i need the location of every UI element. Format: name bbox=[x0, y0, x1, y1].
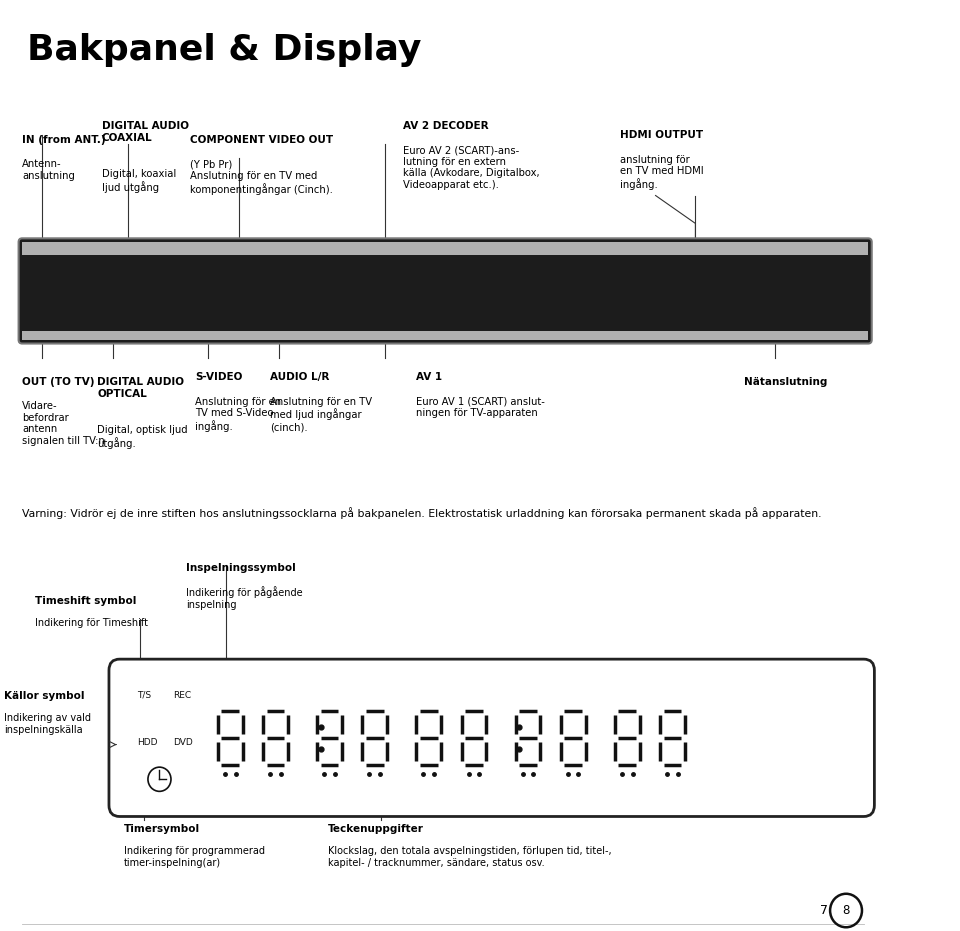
Text: Anslutning för en
TV med S-Video
ingång.: Anslutning för en TV med S-Video ingång. bbox=[195, 397, 281, 432]
Text: HDMI OUTPUT: HDMI OUTPUT bbox=[620, 130, 704, 141]
Text: REC: REC bbox=[173, 691, 191, 700]
FancyBboxPatch shape bbox=[109, 659, 875, 816]
Text: OUT (TO TV): OUT (TO TV) bbox=[22, 377, 95, 387]
Text: Digital, koaxial
ljud utgång: Digital, koaxial ljud utgång bbox=[102, 169, 176, 194]
Text: S-VIDEO: S-VIDEO bbox=[195, 372, 242, 383]
Text: Euro AV 2 (SCART)-ans-
lutning för en extern
källa (Avkodare, Digitalbox,
Videoa: Euro AV 2 (SCART)-ans- lutning för en ex… bbox=[403, 145, 540, 190]
Text: Timersymbol: Timersymbol bbox=[124, 824, 200, 834]
Text: Nätanslutning: Nätanslutning bbox=[744, 377, 828, 387]
Text: 8: 8 bbox=[842, 904, 850, 917]
Text: Anslutning för en TV
med ljud ingångar
(cinch).: Anslutning för en TV med ljud ingångar (… bbox=[270, 397, 372, 432]
Text: AV 2 DECODER: AV 2 DECODER bbox=[403, 121, 489, 131]
Text: Antenn-
anslutning: Antenn- anslutning bbox=[22, 159, 75, 181]
Text: COMPONENT VIDEO OUT: COMPONENT VIDEO OUT bbox=[190, 135, 333, 145]
Text: Indikering av vald
inspelningskälla: Indikering av vald inspelningskälla bbox=[5, 713, 91, 735]
Text: 7: 7 bbox=[820, 904, 828, 917]
Text: (Y Pb Pr)
Anslutning för en TV med
komponentingångar (Cinch).: (Y Pb Pr) Anslutning för en TV med kompo… bbox=[190, 159, 333, 195]
Text: Digital, optisk ljud
utgång.: Digital, optisk ljud utgång. bbox=[98, 425, 188, 450]
Text: DIGITAL AUDIO
COAXIAL: DIGITAL AUDIO COAXIAL bbox=[102, 121, 189, 142]
Text: anslutning för
en TV med HDMI
ingång.: anslutning för en TV med HDMI ingång. bbox=[620, 155, 704, 190]
Text: Indikering för Timeshift: Indikering för Timeshift bbox=[36, 618, 149, 628]
Text: Bakpanel & Display: Bakpanel & Display bbox=[27, 33, 420, 67]
Text: AUDIO L/R: AUDIO L/R bbox=[270, 372, 329, 383]
Text: Indikering för programmerad
timer-inspelning(ar): Indikering för programmerad timer-inspel… bbox=[124, 846, 265, 868]
Text: Vidare-
befordrar
antenn
signalen till TV:n: Vidare- befordrar antenn signalen till T… bbox=[22, 401, 105, 446]
Bar bbox=[22, 331, 868, 340]
Text: HDD: HDD bbox=[137, 737, 157, 747]
Text: Euro AV 1 (SCART) anslut-
ningen för TV-apparaten: Euro AV 1 (SCART) anslut- ningen för TV-… bbox=[417, 397, 545, 418]
Text: DIGITAL AUDIO
OPTICAL: DIGITAL AUDIO OPTICAL bbox=[98, 377, 184, 398]
Text: Källor symbol: Källor symbol bbox=[5, 691, 84, 701]
Text: AV 1: AV 1 bbox=[417, 372, 443, 383]
Text: IN (from ANT.): IN (from ANT.) bbox=[22, 135, 106, 145]
Text: Teckenuppgifter: Teckenuppgifter bbox=[327, 824, 423, 834]
FancyBboxPatch shape bbox=[18, 238, 872, 344]
Text: Inspelningssymbol: Inspelningssymbol bbox=[186, 563, 296, 573]
Text: T/S: T/S bbox=[137, 691, 152, 700]
Text: DVD: DVD bbox=[173, 737, 193, 747]
Bar bbox=[22, 242, 868, 255]
Text: Indikering för pågående
inspelning: Indikering för pågående inspelning bbox=[186, 587, 302, 610]
Text: Timeshift symbol: Timeshift symbol bbox=[36, 596, 137, 606]
Text: Varning: Vidrör ej de inre stiften hos anslutningssocklarna på bakpanelen. Elekt: Varning: Vidrör ej de inre stiften hos a… bbox=[22, 507, 822, 519]
Text: Klockslag, den totala avspelningstiden, förlupen tid, titel-,
kapitel- / tracknu: Klockslag, den totala avspelningstiden, … bbox=[327, 846, 612, 868]
